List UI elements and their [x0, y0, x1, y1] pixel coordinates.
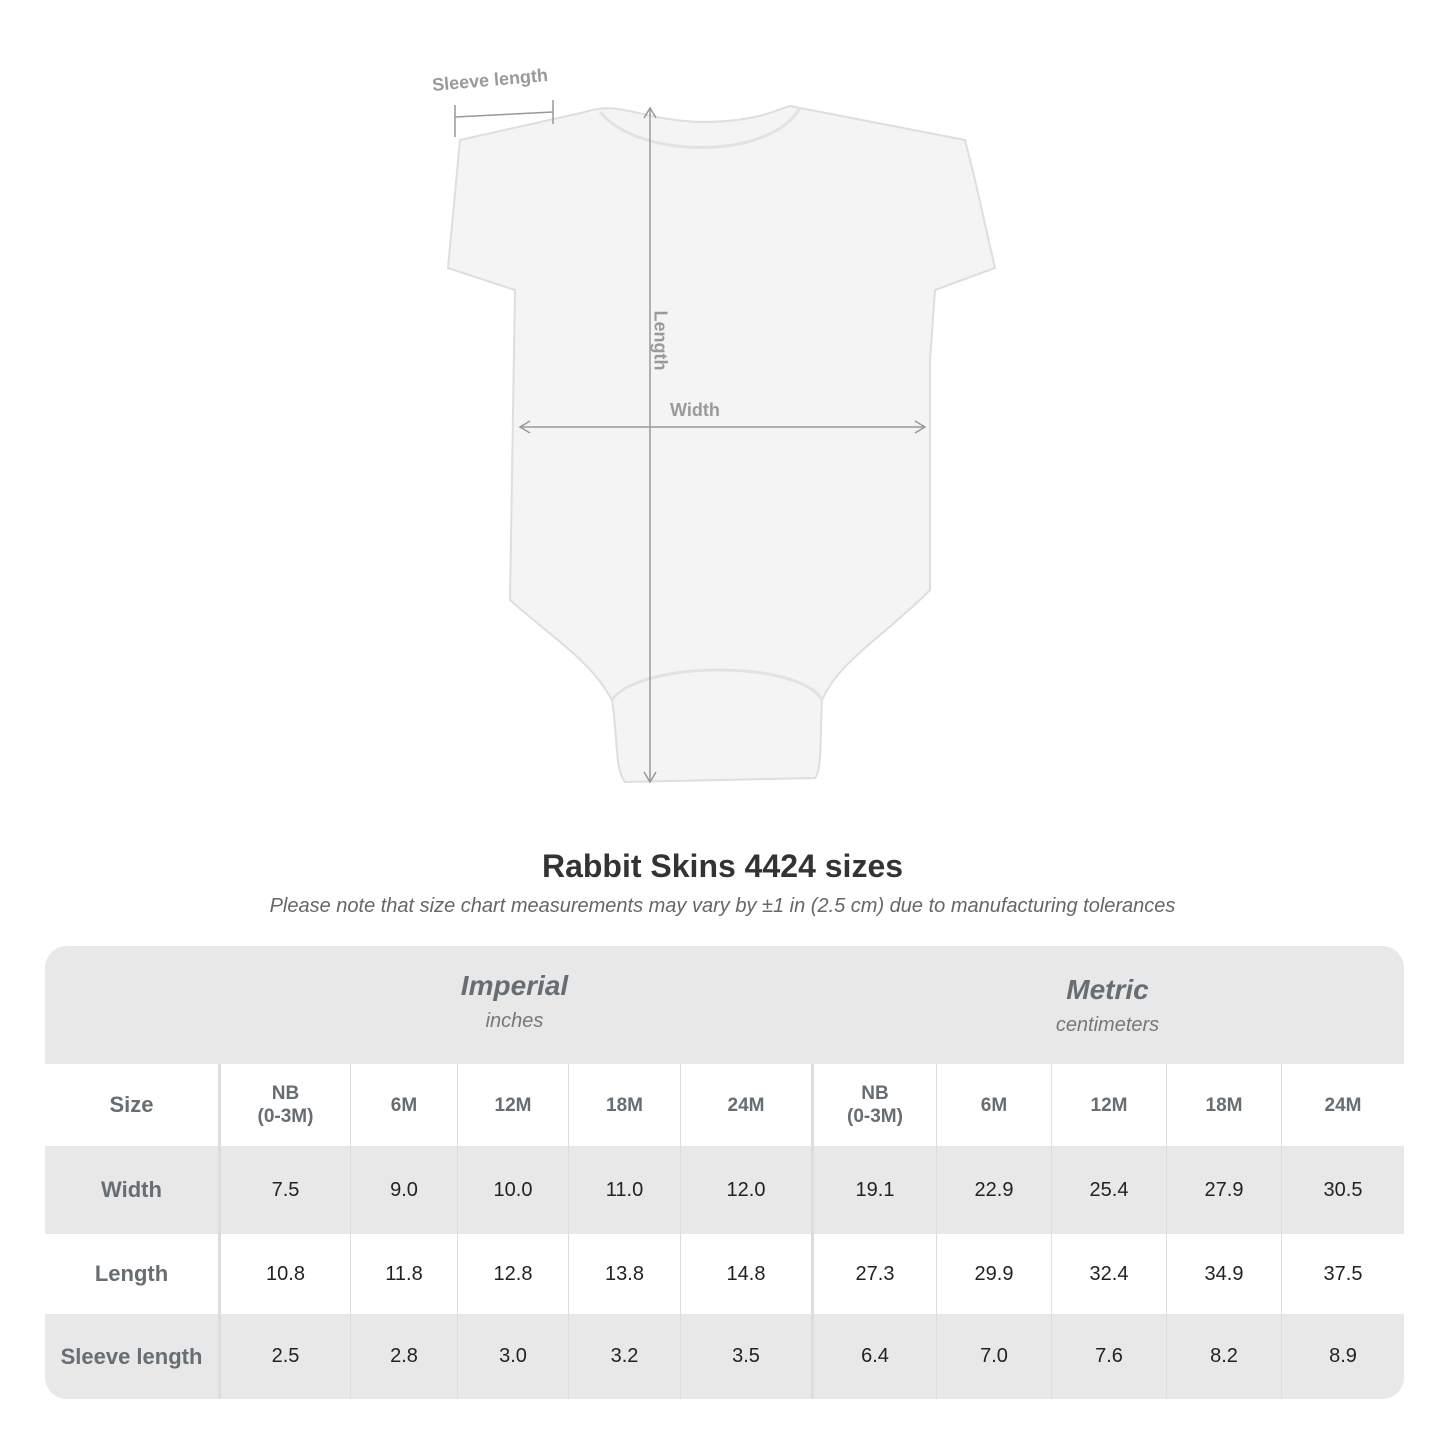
table-cell: 7.5 [218, 1146, 350, 1234]
table-cell: 2.5 [218, 1314, 350, 1399]
metric-header: Metric centimeters [811, 946, 1404, 1064]
table-cell: 8.9 [1281, 1314, 1404, 1399]
onesie-illustration [446, 100, 997, 784]
table-cell: 12.8 [457, 1234, 568, 1314]
table-cell: 10.8 [218, 1234, 350, 1314]
row-label: Width [101, 1177, 162, 1202]
size-column-header: NB (0-3M) [218, 1064, 350, 1146]
table-cell: 7.6 [1051, 1314, 1166, 1399]
row-label: Sleeve length [60, 1343, 203, 1369]
table-cell: 29.9 [936, 1234, 1051, 1314]
imperial-header: Imperial inches [218, 946, 811, 1064]
width-label: Width [670, 400, 720, 420]
table-cell: 25.4 [1051, 1146, 1166, 1234]
size-column-header: NB (0-3M) [811, 1064, 936, 1146]
onesie-shape [446, 104, 997, 784]
measure-lines [454, 100, 927, 784]
table-cell: 7.0 [936, 1314, 1051, 1399]
size-column-header: 24M [680, 1064, 811, 1146]
chart-subtitle: Please note that size chart measurements… [269, 895, 1176, 917]
table-cell: 11.0 [568, 1146, 680, 1234]
table-cell: 19.1 [811, 1146, 936, 1234]
table-cell: 12.0 [680, 1146, 811, 1234]
table-cell: 27.3 [811, 1234, 936, 1314]
size-column-header: 12M [1051, 1064, 1166, 1146]
table-cell: 2.8 [350, 1314, 457, 1399]
imperial-title: Imperial [460, 970, 569, 1001]
size-column-header: 18M [1166, 1064, 1281, 1146]
table-cell: 3.0 [457, 1314, 568, 1399]
row-label: Length [94, 1261, 169, 1286]
row-label: Size [109, 1092, 154, 1117]
imperial-unit: inches [485, 1010, 544, 1032]
table-cell: 8.2 [1166, 1314, 1281, 1399]
table-cell: 14.8 [680, 1234, 811, 1314]
chart-title: Rabbit Skins 4424 sizes [541, 848, 904, 884]
table-cell: 30.5 [1281, 1146, 1404, 1234]
length-label: Length [650, 310, 671, 371]
table-cell: 13.8 [568, 1234, 680, 1314]
table-cell: 6.4 [811, 1314, 936, 1399]
neckline [598, 107, 802, 149]
size-column-header: 12M [457, 1064, 568, 1146]
table-cell: 22.9 [936, 1146, 1051, 1234]
table-row: Width 7.5 9.0 10.0 11.0 12.0 19.1 22.9 25.4 27.9 3… [45, 1146, 1404, 1234]
crotch-flap [610, 668, 824, 701]
table-cell: 27.9 [1166, 1146, 1281, 1234]
size-column-header: 24M [1281, 1064, 1404, 1146]
table-row: Length 10.8 11.8 12.8 13.8 14.8 27.3 29.9 32.4 34… [45, 1234, 1404, 1314]
size-header-row: Size NB (0-3M) 6M 12M 18M 24M NB (0-3M) 6M 12M 18… [45, 1064, 1404, 1146]
table-row: Sleeve length 2.5 2.8 3.0 3.2 3.5 6.4 7.0 7.6 8.2… [45, 1314, 1404, 1399]
size-column-header: 6M [936, 1064, 1051, 1146]
table-cell: 3.5 [680, 1314, 811, 1399]
table-cell: 9.0 [350, 1146, 457, 1234]
table-cell: 10.0 [457, 1146, 568, 1234]
table-cell: 34.9 [1166, 1234, 1281, 1314]
table-cell: 3.2 [568, 1314, 680, 1399]
size-table: Imperial inches Metric centimeters Size N… [45, 946, 1404, 1399]
size-column-header: 6M [350, 1064, 457, 1146]
size-column-header: 18M [568, 1064, 680, 1146]
metric-title: Metric [1066, 974, 1149, 1005]
metric-unit: centimeters [1055, 1014, 1160, 1036]
table-cell: 32.4 [1051, 1234, 1166, 1314]
table-cell: 37.5 [1281, 1234, 1404, 1314]
table-cell: 11.8 [350, 1234, 457, 1314]
